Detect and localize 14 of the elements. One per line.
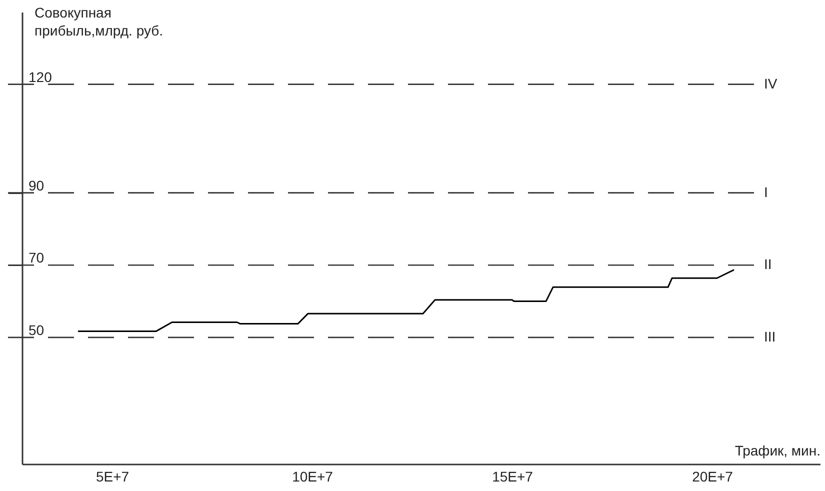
- x-tick-label: 20E+7: [692, 468, 734, 484]
- x-axis-title: Трафик, мин.: [734, 442, 820, 458]
- ref-line-label: I: [764, 184, 768, 200]
- ref-line-label: III: [764, 328, 776, 344]
- x-tick-label: 15E+7: [492, 468, 534, 484]
- y-axis-title: Совокупная прибыль,млрд. руб.: [34, 4, 164, 38]
- y-tick-label: 70: [28, 250, 44, 266]
- y-tick-label: 90: [28, 177, 44, 194]
- y-tick-label: 120: [28, 68, 52, 85]
- x-tick-label: 5E+7: [96, 468, 130, 484]
- ref-line-label: II: [764, 256, 772, 272]
- y-tick-label: 50: [28, 322, 44, 338]
- x-tick-label: 10E+7: [292, 468, 334, 484]
- ref-line-label: IV: [764, 75, 778, 92]
